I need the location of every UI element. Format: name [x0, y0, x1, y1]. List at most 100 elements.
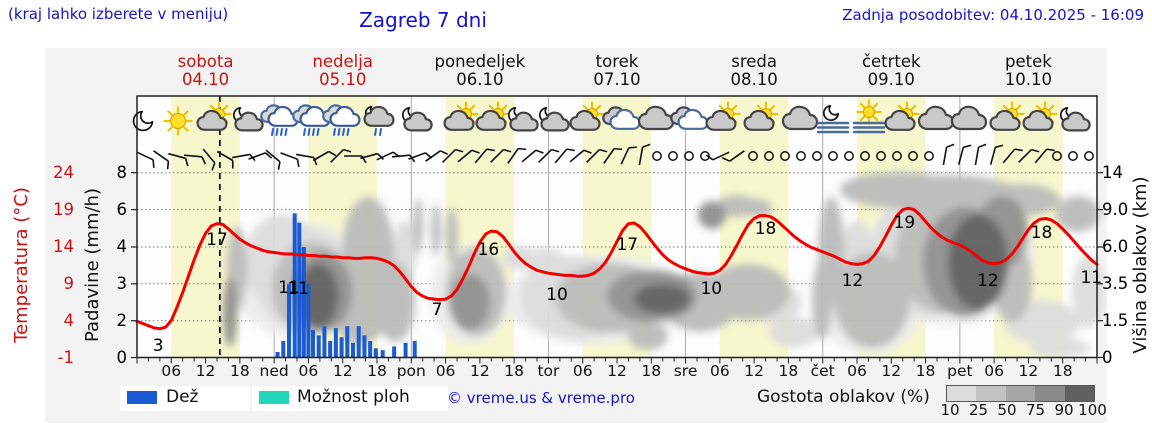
calm-circle [844, 151, 854, 161]
temp-value-label: 19 [893, 213, 916, 234]
weather-icon-cloud [950, 105, 988, 131]
legend-rain-label: Dež [166, 387, 199, 407]
calm-circle [1084, 151, 1094, 161]
day-date: 07.10 [593, 70, 641, 89]
temp-value-label: 10 [700, 278, 723, 299]
showers-swatch [259, 391, 289, 404]
day-abbrev-label: pon [396, 362, 426, 380]
wind-barb [265, 149, 281, 170]
time-tick-label: 12 [744, 362, 764, 380]
temp-value-label: 10 [546, 285, 568, 306]
day-abbrev-label: čet [810, 362, 835, 380]
weather-icon-sun-cloud [196, 101, 232, 131]
wind-barb [538, 148, 560, 163]
weather-icon-sun-cloud [443, 101, 479, 131]
day-date: 05.10 [319, 70, 367, 89]
rain-swatch [127, 391, 157, 404]
wind-barb [705, 151, 730, 161]
wind-barb [554, 148, 575, 164]
day-name: petek [1005, 52, 1052, 71]
weather-icon-rain [292, 104, 331, 136]
weather-icon-rain [260, 104, 299, 136]
wind-barb [1002, 148, 1023, 164]
temp-value-label: 17 [206, 229, 228, 250]
density-tick-label: 90 [1054, 401, 1074, 419]
rain-bars [275, 213, 417, 358]
weather-icon-moon-cloud [507, 106, 539, 132]
wind-barb [942, 143, 955, 166]
calm-circle [828, 151, 838, 161]
time-tick-label: 06 [572, 362, 593, 380]
weather-icon-sun-cloud [705, 101, 741, 131]
calm-circle [860, 151, 870, 161]
temp-axis-label: Temperatura (°C) [11, 187, 32, 343]
time-tick-label: 06 [709, 362, 730, 380]
cloud-tick-label: 3.5 [1102, 273, 1129, 293]
wind-barb [521, 149, 544, 163]
copyright-link[interactable]: © vreme.us & vreme.pro [447, 389, 635, 407]
day-abbrev-label: sre [673, 362, 698, 380]
temp-value-label: 11 [287, 278, 309, 299]
precip-axis-label: Padavine (mm/h) [82, 188, 103, 342]
weather-icon-sun-cloud [884, 101, 920, 131]
calm-circle [748, 151, 758, 161]
temp-tick-label: 14 [53, 237, 74, 256]
precip-tick-label: 8 [116, 162, 128, 182]
wind-barb [425, 150, 449, 162]
density-segment [1005, 386, 1036, 401]
time-tick-label: 12 [195, 362, 216, 380]
legend-showers-label: Možnost ploh [297, 387, 410, 407]
wind-barb [989, 144, 1004, 165]
temp-tick-label: 19 [53, 199, 74, 219]
calm-circle [812, 151, 822, 161]
wind-barb [1018, 148, 1040, 163]
time-tick-label: 18 [778, 362, 799, 380]
wind-barb [153, 150, 170, 170]
wind-barb [202, 148, 216, 171]
day-name: četrtek [861, 52, 921, 71]
day-name: nedelja [312, 52, 373, 71]
time-tick-label: 18 [1052, 362, 1073, 380]
cloud-density-label: Gostota oblakov (%) [757, 387, 930, 407]
temp-value-label: 17 [616, 235, 639, 256]
wind-barb [280, 152, 300, 168]
temp-value-label: 3 [152, 336, 164, 357]
precip-tick-label: 4 [116, 237, 128, 256]
temp-value-label: 7 [431, 300, 443, 321]
calm-circle [924, 151, 934, 161]
calm-circle [684, 151, 694, 161]
calm-circle [764, 151, 774, 161]
weather-icon-sun-fog [852, 99, 886, 134]
time-tick-label: 18 [915, 362, 936, 380]
precip-tick-label: 6 [116, 199, 128, 219]
weather-icon-sun [163, 106, 193, 136]
wind-barb [474, 148, 495, 164]
cloud-density-gradient [946, 385, 1095, 402]
calm-circle [700, 151, 710, 161]
wind-barb [721, 150, 745, 162]
time-tick-label: 18 [504, 362, 524, 380]
density-segment [1064, 386, 1095, 401]
day-date: 09.10 [867, 70, 915, 89]
axis-ticks [131, 172, 1103, 364]
temperature-curve [135, 206, 1099, 331]
temp-value-label: 18 [1030, 223, 1053, 244]
cloud-tick-label: 14 [1102, 162, 1123, 182]
wind-barb [586, 148, 608, 163]
day-abbrev-label: pet [947, 362, 973, 380]
weather-icon-cloud [781, 105, 819, 131]
time-tick-label: 12 [607, 362, 627, 380]
wind-barb [620, 146, 637, 165]
wind-barbs [136, 143, 1094, 171]
wind-barb [603, 147, 623, 164]
weather-icon-moon-fog [816, 104, 850, 134]
wind-barb [360, 152, 384, 160]
temp-value-label: 16 [477, 239, 500, 260]
last-updated: Zadnja posodobitev: 04.10.2025 - 16:09 [842, 6, 1144, 24]
wind-barb [248, 152, 273, 160]
wind-barb [168, 152, 189, 167]
time-tick-label: 12 [1018, 362, 1039, 380]
calm-circle [1052, 151, 1062, 161]
wind-barb [330, 148, 352, 163]
